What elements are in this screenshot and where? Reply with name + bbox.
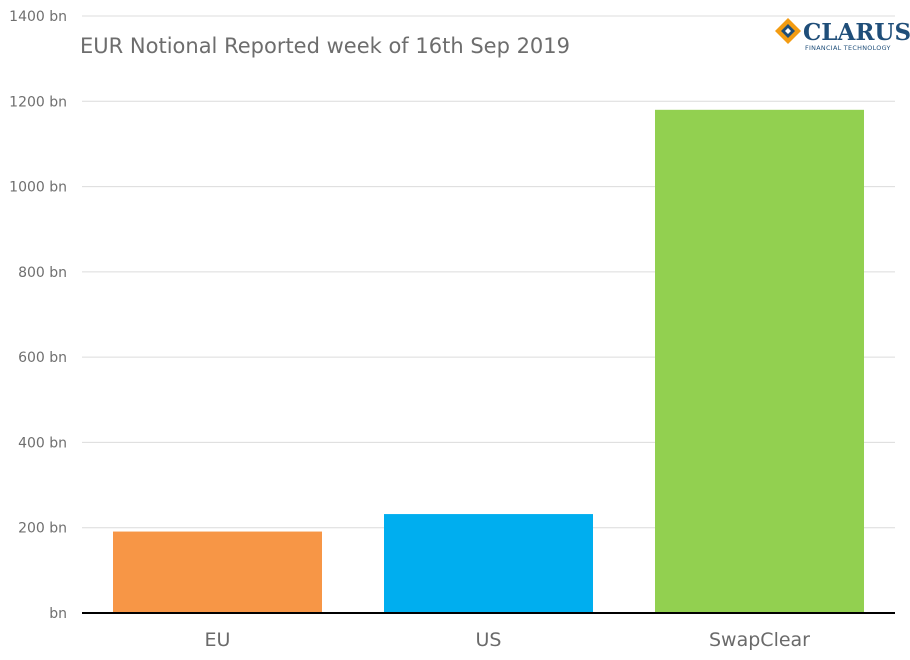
gridlines bbox=[82, 15, 895, 529]
clarus-logo-tagline: FINANCIAL TECHNOLOGY bbox=[805, 44, 891, 52]
bar-swapclear bbox=[655, 109, 864, 614]
x-category-label: SwapClear bbox=[709, 629, 810, 651]
clarus-logo-name: CLARUS bbox=[803, 19, 910, 46]
y-tick-label: 1000 bn bbox=[9, 180, 67, 196]
bars bbox=[113, 109, 864, 614]
clarus-logo: CLARUS FINANCIAL TECHNOLOGY bbox=[775, 18, 910, 52]
y-tick-label: 600 bn bbox=[18, 350, 67, 366]
bar-eu bbox=[113, 531, 322, 613]
x-axis-category-labels: EU US SwapClear bbox=[205, 629, 811, 651]
y-tick-label: 400 bn bbox=[18, 435, 67, 451]
bar-us bbox=[384, 514, 593, 613]
clarus-logo-mark bbox=[775, 18, 801, 44]
x-category-label: EU bbox=[205, 629, 231, 651]
chart-title: EUR Notional Reported week of 16th Sep 2… bbox=[80, 34, 570, 58]
y-tick-label: bn bbox=[49, 606, 67, 622]
y-tick-label: 200 bn bbox=[18, 521, 67, 537]
y-tick-label: 800 bn bbox=[18, 265, 67, 281]
x-category-label: US bbox=[476, 629, 502, 651]
y-tick-label: 1200 bn bbox=[9, 94, 67, 110]
y-axis-tick-labels: bn 200 bn 400 bn 600 bn 800 bn 1000 bn 1200 bn… bbox=[9, 9, 67, 622]
y-tick-label: 1400 bn bbox=[9, 9, 67, 25]
